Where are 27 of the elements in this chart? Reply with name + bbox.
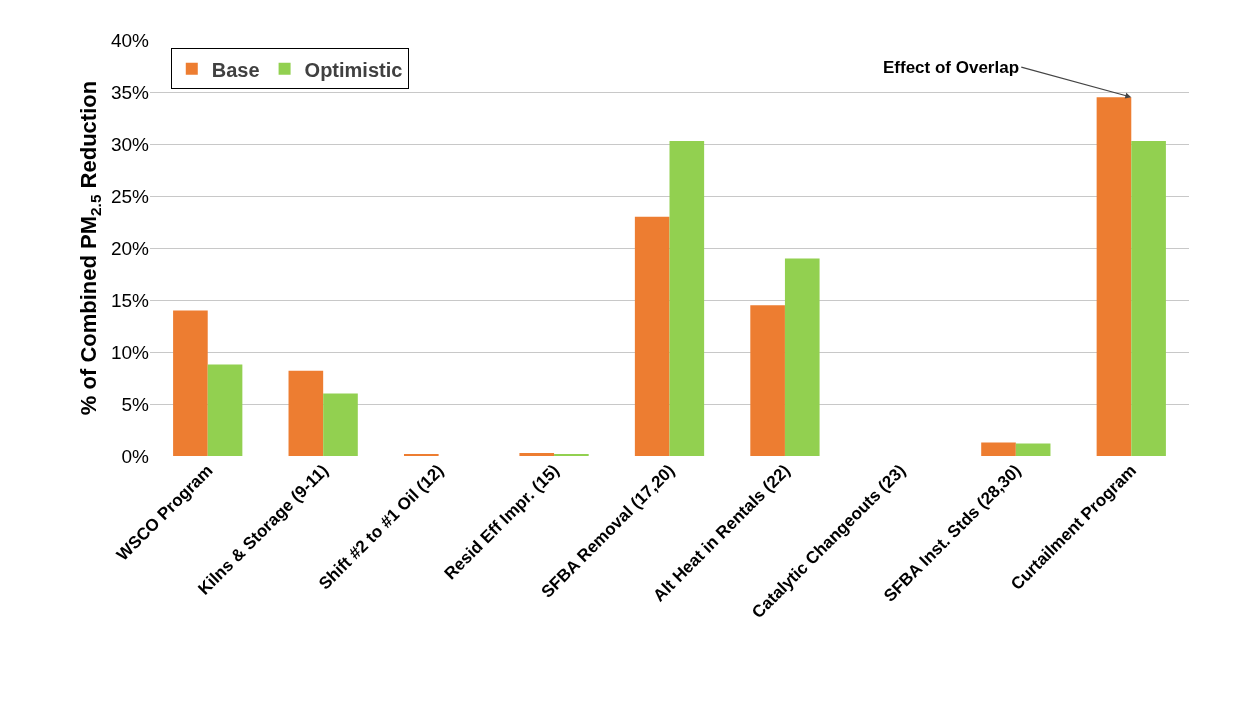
bar <box>403 453 439 456</box>
y-tick-label: 40% <box>110 29 150 51</box>
y-tick-label: 10% <box>110 341 150 363</box>
bar <box>1131 140 1166 456</box>
bar <box>669 140 705 456</box>
bar <box>207 364 243 456</box>
bar <box>981 442 1016 456</box>
y-tick-label: 0% <box>121 445 150 467</box>
bar <box>784 258 820 456</box>
bar <box>554 453 589 456</box>
bar <box>519 452 555 456</box>
bar <box>323 393 358 456</box>
y-tick-label: 25% <box>110 185 150 207</box>
bar <box>1015 443 1051 456</box>
bar <box>173 310 208 456</box>
y-tick-label: 5% <box>121 393 150 415</box>
bar <box>750 305 785 456</box>
y-tick-label: 20% <box>110 237 150 259</box>
bar <box>288 370 324 456</box>
y-tick-label: 30% <box>110 133 150 155</box>
bar <box>1096 97 1132 456</box>
legend-label: Optimistic <box>304 58 403 81</box>
bar <box>634 216 670 456</box>
annotation: Effect of Overlap <box>883 58 1020 77</box>
y-tick-label: 15% <box>110 289 150 311</box>
legend-label: Base <box>211 58 260 81</box>
y-tick-label: 35% <box>110 81 150 103</box>
